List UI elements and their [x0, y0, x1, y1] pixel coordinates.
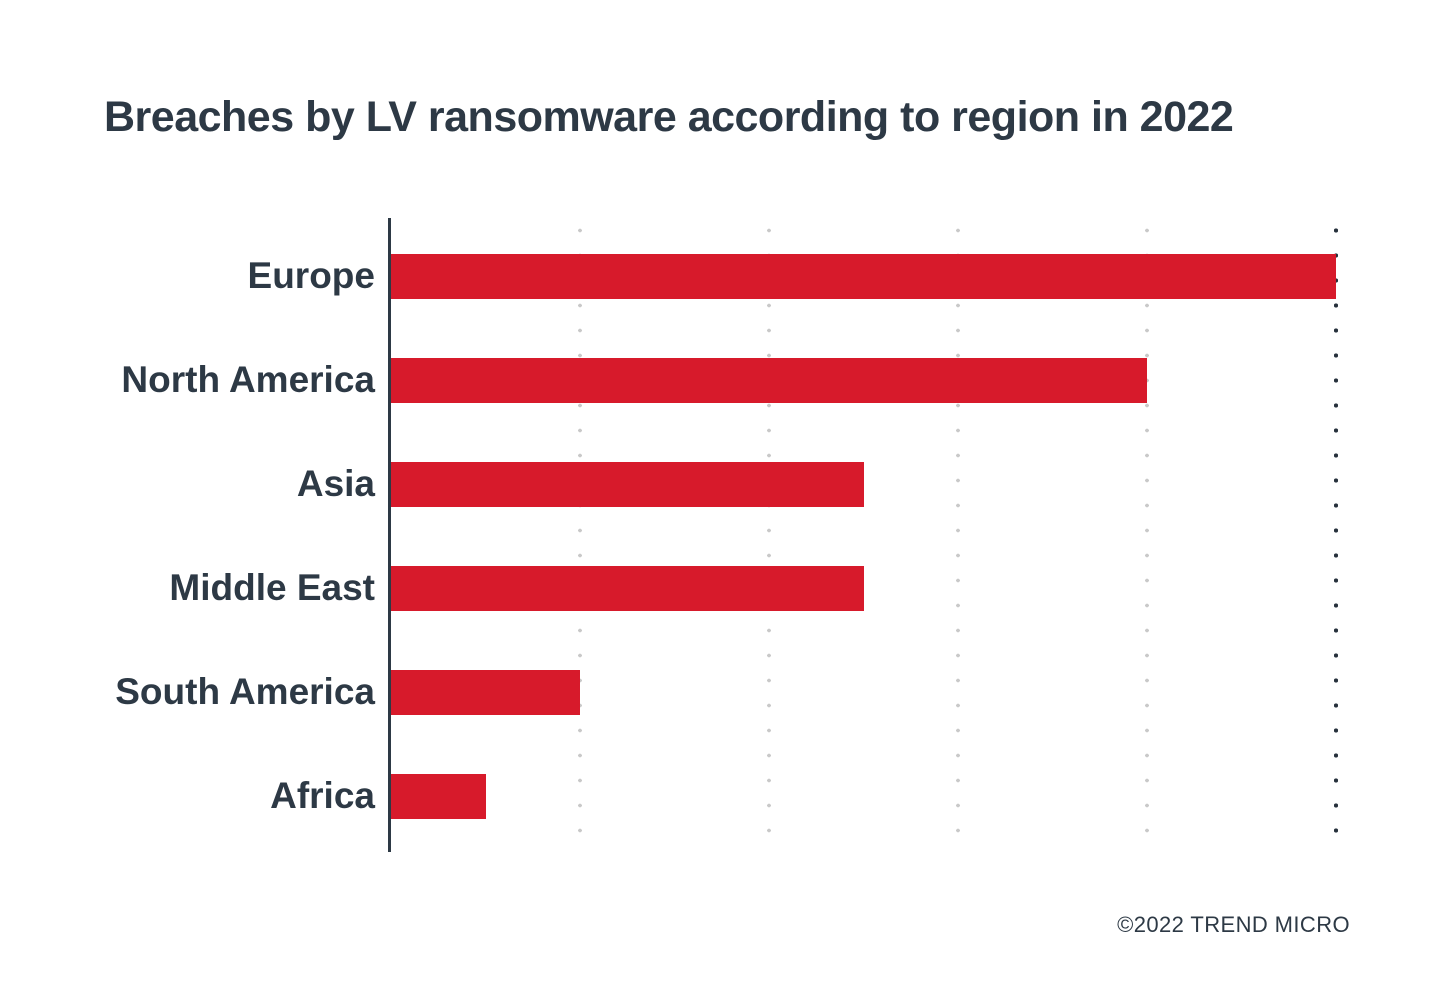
category-label-africa: Africa — [270, 775, 375, 816]
bar-africa — [391, 773, 486, 819]
category-label-europe: Europe — [247, 255, 375, 296]
bar-europe — [391, 253, 1336, 299]
gridline-max — [1334, 218, 1338, 852]
gridline — [767, 218, 771, 852]
bar-asia — [391, 461, 864, 507]
chart-title: Breaches by LV ransomware according to r… — [104, 93, 1234, 141]
gridline — [1145, 218, 1149, 852]
category-label-north-america: North America — [121, 359, 375, 400]
copyright-text: ©2022 TREND MICRO — [1117, 912, 1350, 937]
bar-middle-east — [391, 565, 864, 611]
gridline — [956, 218, 960, 852]
y-axis-line — [388, 218, 391, 852]
category-label-middle-east: Middle East — [169, 567, 375, 608]
category-label-asia: Asia — [296, 463, 375, 504]
gridline — [578, 218, 582, 852]
category-label-south-america: South America — [115, 671, 375, 712]
bar-south-america — [391, 669, 580, 715]
plot-area — [388, 218, 1401, 852]
bar-north-america — [391, 357, 1147, 403]
